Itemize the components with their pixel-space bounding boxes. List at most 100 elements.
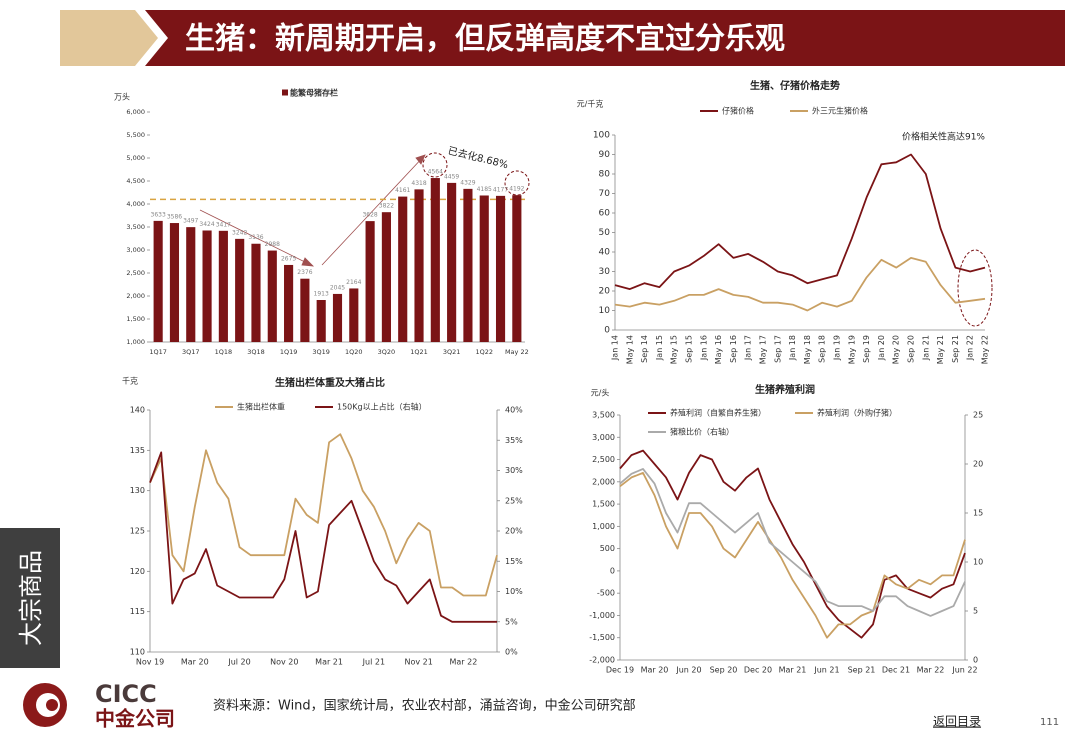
x-tick-label: Mar 22 bbox=[917, 666, 945, 675]
x-tick-label: Sep 21 bbox=[848, 666, 876, 675]
y-tick-label: 6,000 bbox=[126, 108, 145, 116]
y2-tick-label: 25 bbox=[973, 411, 983, 420]
x-tick-label: May 18 bbox=[803, 335, 812, 364]
x-tick-label: Sep 19 bbox=[862, 335, 871, 363]
page-number: 111 bbox=[1040, 717, 1059, 728]
y2-tick-label: 20 bbox=[973, 460, 983, 469]
y-tick-label: 115 bbox=[130, 607, 145, 616]
x-tick-label: Sep 14 bbox=[640, 335, 649, 363]
bar-value-label: 4318 bbox=[411, 180, 426, 187]
bar-value-label: 4564 bbox=[428, 169, 443, 176]
y-tick-label: 3,000 bbox=[592, 433, 615, 442]
x-tick-label: Sep 16 bbox=[729, 335, 738, 363]
y-tick-label: 135 bbox=[130, 446, 145, 455]
bar-value-label: 4177 bbox=[493, 186, 508, 193]
x-tick-label: May 16 bbox=[714, 335, 723, 364]
bar bbox=[430, 178, 440, 342]
trend-arrows bbox=[199, 154, 426, 267]
x-tick-label: 1Q20 bbox=[345, 348, 363, 356]
y-tick-label: 2,000 bbox=[126, 292, 145, 300]
back-link[interactable]: 返回目录 bbox=[933, 715, 981, 729]
y-tick-label: 40 bbox=[599, 248, 611, 258]
y-tick-label: 60 bbox=[599, 209, 611, 219]
x-tick-label: Jan 19 bbox=[833, 335, 842, 361]
y-tick-label: 70 bbox=[599, 189, 611, 199]
y-axis-label: 元/千克 bbox=[577, 99, 604, 109]
y2-tick-label: 15% bbox=[505, 557, 523, 566]
x-tick-label: Mar 20 bbox=[641, 666, 669, 675]
legend-label: 外三元生猪价格 bbox=[812, 106, 868, 116]
bar-value-label: 3628 bbox=[362, 212, 377, 219]
x-tick-label: 1Q21 bbox=[410, 348, 428, 356]
y-tick-label: 500 bbox=[600, 544, 615, 553]
series-line bbox=[149, 433, 498, 597]
highlight-circles bbox=[422, 152, 993, 327]
x-tick-label: Sep 15 bbox=[685, 335, 694, 363]
y-tick-label: 30 bbox=[599, 267, 611, 277]
bar bbox=[235, 238, 245, 342]
chart-title: 生猪、仔猪价格走势 bbox=[750, 79, 840, 92]
y2-tick-label: 20% bbox=[505, 527, 523, 536]
bar bbox=[316, 300, 326, 342]
y-axis-label: 元/头 bbox=[591, 388, 610, 398]
bar-value-label: 4459 bbox=[444, 173, 459, 180]
x-tick-label: Mar 20 bbox=[181, 658, 209, 667]
x-tick-label: May 22 bbox=[981, 335, 990, 364]
y-tick-label: 125 bbox=[130, 527, 145, 536]
slide-title: 生猪：新周期开启，但反弹高度不宜过分乐观 bbox=[185, 22, 785, 57]
y-tick-label: -500 bbox=[597, 589, 615, 598]
x-tick-label: Jul 20 bbox=[227, 658, 250, 667]
y-tick-label: 0 bbox=[610, 566, 615, 575]
legend-label: 生猪出栏体重 bbox=[237, 402, 285, 412]
legend-label: 仔猪价格 bbox=[722, 106, 754, 116]
y-tick-label: 3,500 bbox=[592, 411, 615, 420]
bar-value-label: 3633 bbox=[151, 211, 166, 218]
x-tick-label: Jun 22 bbox=[951, 666, 977, 675]
legend-label: 养殖利润（外购仔猪） bbox=[817, 408, 897, 418]
bar-value-label: 3136 bbox=[248, 234, 263, 241]
x-tick-label: Sep 20 bbox=[710, 666, 738, 675]
x-tick-label: 3Q19 bbox=[312, 348, 330, 356]
bar bbox=[218, 230, 228, 342]
y2-tick-label: 40% bbox=[505, 406, 523, 415]
bar bbox=[512, 195, 522, 342]
x-tick-label: Jul 21 bbox=[362, 658, 385, 667]
bar-value-label: 4329 bbox=[460, 179, 475, 186]
bar-value-label: 4192 bbox=[509, 186, 524, 193]
bar bbox=[463, 188, 473, 342]
bar bbox=[284, 264, 294, 342]
bar bbox=[267, 250, 277, 342]
bar bbox=[202, 230, 212, 342]
y2-tick-label: 25% bbox=[505, 496, 523, 505]
bar bbox=[414, 189, 424, 342]
bar-value-label: 2164 bbox=[346, 279, 361, 286]
bar-value-label: 2045 bbox=[330, 284, 345, 291]
source-note: 资料来源：Wind，国家统计局，农业农村部，涌益咨询，中金公司研究部 bbox=[213, 698, 636, 714]
series-line bbox=[619, 472, 966, 639]
x-tick-label: 3Q18 bbox=[247, 348, 265, 356]
x-tick-label: Dec 21 bbox=[882, 666, 910, 675]
y-tick-label: 90 bbox=[599, 150, 611, 160]
y-tick-label: 1,000 bbox=[592, 522, 615, 531]
x-tick-label: Nov 20 bbox=[270, 658, 298, 667]
legend-label: 养殖利润（自繁自养生猪） bbox=[670, 408, 766, 418]
x-tick-label: May 20 bbox=[892, 335, 901, 364]
y-tick-label: 5,500 bbox=[126, 131, 145, 139]
x-tick-label: Sep 17 bbox=[773, 335, 782, 363]
logo-cn: 中金公司 bbox=[95, 707, 175, 731]
y-tick-label: 1,500 bbox=[126, 315, 145, 323]
bar bbox=[153, 220, 163, 342]
x-tick-label: Sep 20 bbox=[907, 335, 916, 363]
chart-title: 生猪养殖利润 bbox=[755, 383, 815, 396]
chart-title: 生猪出栏体重及大猪占比 bbox=[275, 376, 385, 389]
y-tick-label: 80 bbox=[599, 170, 611, 180]
logo-mark bbox=[46, 699, 58, 711]
y-tick-label: 5,000 bbox=[126, 154, 145, 162]
x-tick-label: 1Q19 bbox=[280, 348, 298, 356]
series-line bbox=[619, 468, 966, 617]
x-tick-label: May 14 bbox=[625, 335, 634, 364]
y-tick-label: 4,000 bbox=[126, 200, 145, 208]
y2-tick-label: 35% bbox=[505, 436, 523, 445]
bar bbox=[169, 223, 180, 342]
